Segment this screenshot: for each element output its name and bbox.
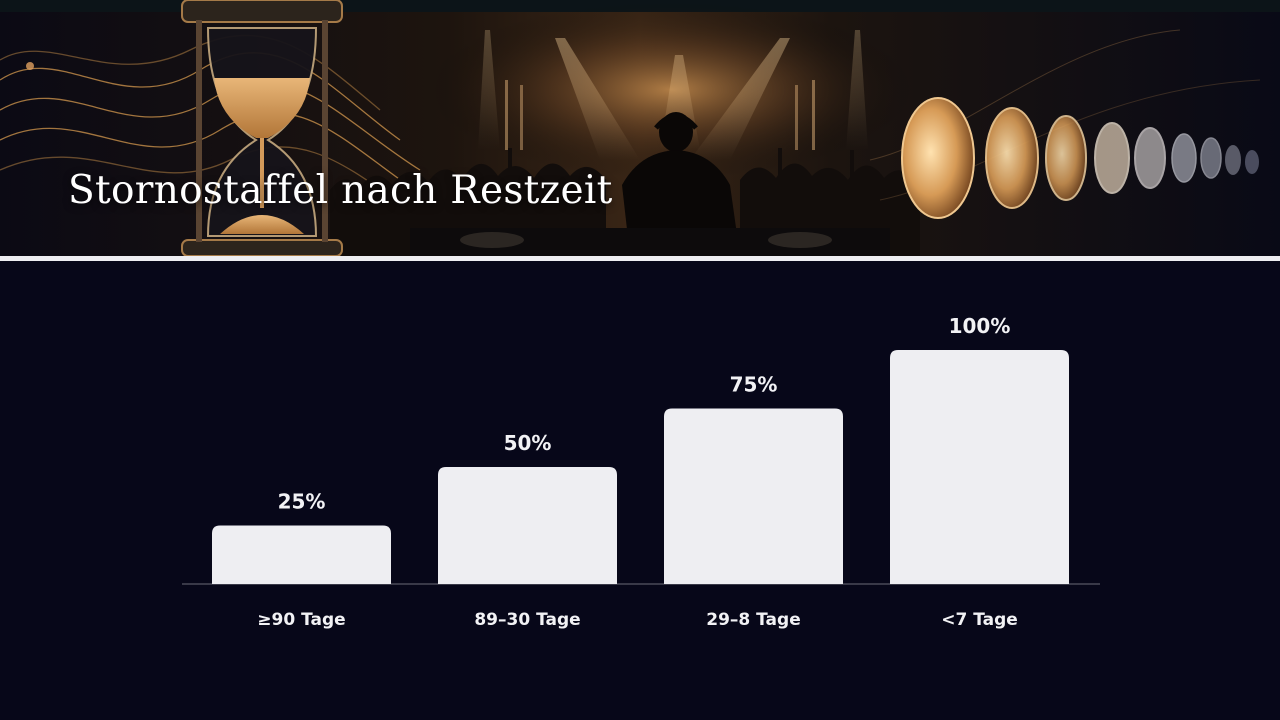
bar [438, 467, 617, 584]
banner-illustration [0, 0, 1280, 256]
glowing-discs-icon [869, 29, 1261, 219]
category-label: 89–30 Tage [474, 610, 580, 630]
hourglass-icon [181, 0, 343, 256]
bar-value-label: 50% [504, 431, 552, 455]
bar-value-label: 25% [278, 490, 326, 514]
header-banner: Stornostaffel nach Restzeit [0, 0, 1280, 256]
dj-silhouette-icon [410, 112, 890, 256]
category-label: 29–8 Tage [706, 610, 800, 630]
banner-divider [0, 256, 1280, 261]
category-label: <7 Tage [941, 610, 1018, 630]
bar [890, 350, 1069, 584]
bar-value-label: 100% [949, 314, 1011, 338]
bar-value-label: 75% [730, 373, 778, 397]
category-label: ≥90 Tage [257, 610, 345, 630]
bar [664, 408, 843, 584]
slide-title: Stornostaffel nach Restzeit [68, 168, 613, 213]
bar [212, 525, 391, 584]
